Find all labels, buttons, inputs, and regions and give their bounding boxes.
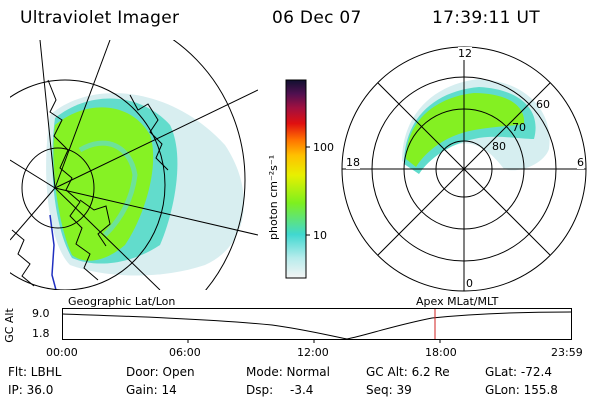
mlt-label-6: 6 <box>577 156 584 169</box>
lat-circle <box>172 40 246 290</box>
gain-label: Gain: 14 <box>126 383 177 397</box>
ip-label: IP: 36.0 <box>8 383 54 397</box>
orbit-xtick-2: 12:00 <box>297 346 329 359</box>
mlat-label-70: 70 <box>512 121 526 134</box>
orbit-ytick-1-8: 1.8 <box>32 327 50 340</box>
mlt-label-12: 12 <box>458 47 472 60</box>
geographic-panel-label: Geographic Lat/Lon <box>68 295 176 308</box>
dsp-value: -3.4 <box>290 383 314 397</box>
orbit-ylabel: GC Alt <box>2 308 16 343</box>
colorbar-gradient <box>285 79 307 279</box>
lat-circle <box>21 147 95 229</box>
geographic-map <box>10 40 258 290</box>
colorbar: photon cm⁻²s⁻¹ <box>267 79 310 279</box>
colorbar-tick-10: 10 <box>313 229 327 242</box>
meridian-line <box>54 89 258 189</box>
orbit-xtick-4: 23:59 <box>551 346 583 359</box>
date-label: 06 Dec 07 <box>272 8 362 28</box>
mlt-label-18: 18 <box>346 156 360 169</box>
apex-panel-label: Apex MLat/MLT <box>416 295 499 308</box>
glon-label: GLon: 155.8 <box>485 383 558 397</box>
meridian-line <box>54 187 161 290</box>
mlt-label-0: 0 <box>466 277 473 290</box>
instrument-title: Ultraviolet Imager <box>20 8 180 28</box>
orbit-xtick-3: 18:00 <box>425 346 457 359</box>
orbit-plot-frame <box>62 308 572 340</box>
seq-label: Seq: 39 <box>366 383 412 397</box>
colorbar-unit: photon cm⁻²s⁻¹ <box>267 155 280 240</box>
mlat-label-60: 60 <box>536 98 550 111</box>
orbit-altitude-plot <box>62 308 572 343</box>
dsp-label: Dsp: <box>246 383 274 397</box>
mode-label: Mode: Normal <box>246 365 330 379</box>
orbit-ytick-9: 9.0 <box>32 307 50 320</box>
meridian-line <box>10 159 56 189</box>
coastline-blue <box>49 214 57 290</box>
altitude-curve <box>62 311 572 340</box>
orbit-xtick-1: 06:00 <box>169 346 201 359</box>
meridian-line <box>54 187 258 236</box>
polar-plot <box>341 46 587 292</box>
aurora-oval-green <box>406 93 525 167</box>
coastline <box>47 79 99 281</box>
colorbar-tick-100: 100 <box>313 141 334 154</box>
orbit-xtick-0: 00:00 <box>46 346 78 359</box>
meridian-line <box>10 187 56 241</box>
mlat-label-80: 80 <box>492 140 506 153</box>
door-label: Door: Open <box>126 365 195 379</box>
gc-alt-label: GC Alt: 6.2 Re <box>366 365 450 379</box>
meridian-line <box>39 40 56 189</box>
meridian-line <box>54 40 111 189</box>
filter-label: Flt: LBHL <box>8 365 62 379</box>
lat-circle <box>10 79 166 290</box>
aurora-green-region <box>53 107 154 261</box>
glat-label: GLat: -72.4 <box>485 365 552 379</box>
time-label: 17:39:11 UT <box>432 8 540 28</box>
